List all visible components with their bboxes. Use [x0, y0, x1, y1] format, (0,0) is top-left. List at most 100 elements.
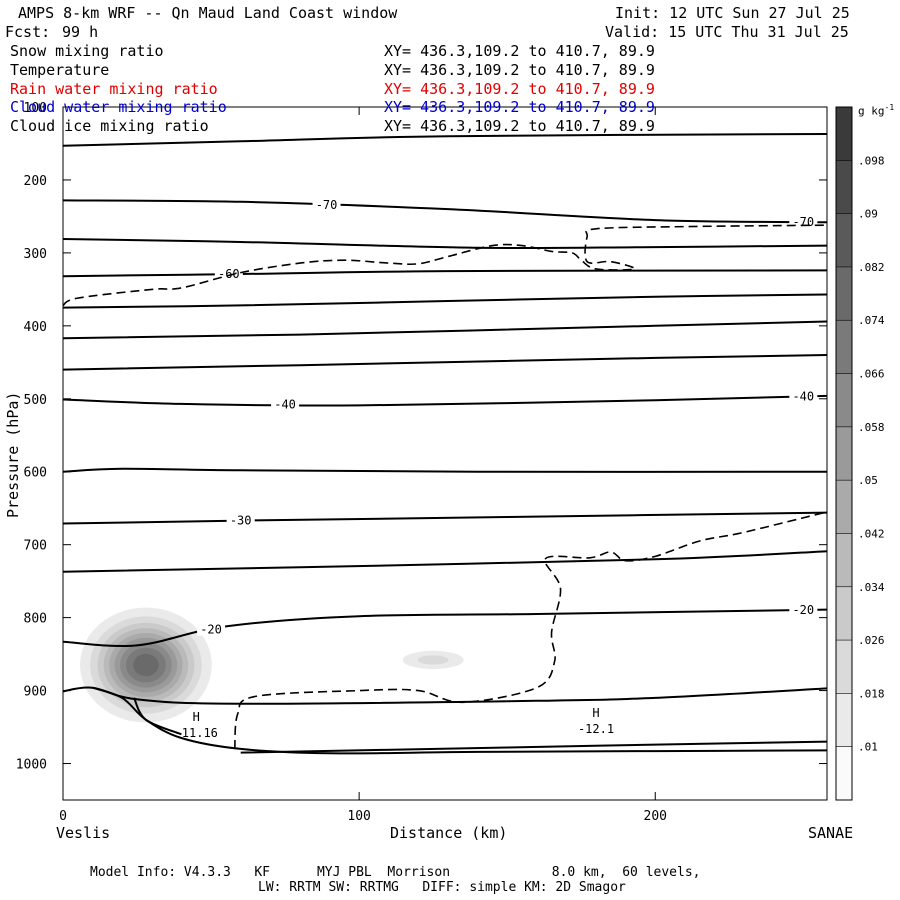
- chart-title: AMPS 8-km WRF -- Qn Maud Land Coast wind…: [18, 4, 398, 22]
- cloud-ice-contour: [63, 224, 827, 307]
- temperature-contour-label: -30: [230, 514, 252, 528]
- colorbar-tick-label: .034: [858, 581, 885, 594]
- contour-label-bg: [789, 213, 818, 228]
- colorbar-segment: [836, 266, 852, 321]
- temperature-contour-label: -20: [792, 603, 814, 617]
- temperature-contour-label: -40: [274, 398, 296, 412]
- contour-label-bg: [226, 512, 255, 527]
- contour-label-bg: [789, 601, 818, 616]
- model-info-line-1: Model Info: V4.3.3 KF MYJ PBL Morrison 8…: [90, 865, 701, 880]
- y-tick-label: 400: [24, 320, 47, 335]
- snow-shade-0: [133, 653, 159, 677]
- y-tick-label: 900: [24, 685, 47, 700]
- temperature-contour: [63, 550, 827, 573]
- y-axis-title: Pressure (hPa): [4, 391, 22, 518]
- contour-label-bg: [312, 196, 341, 211]
- temperature-contour: [63, 320, 827, 340]
- colorbar-segment: [836, 373, 852, 427]
- valid-time: Valid: 15 UTC Thu 31 Jul 25: [605, 23, 849, 41]
- snow-shade-1: [417, 655, 449, 665]
- colorbar-tick-label: .018: [858, 687, 885, 700]
- y-tick-label: 300: [24, 247, 47, 262]
- temperature-contour-label: -20: [200, 623, 222, 637]
- colorbar-unit: g kg-1: [858, 103, 895, 118]
- temperature-contour: [63, 511, 827, 525]
- temperature-contour: [63, 293, 827, 309]
- temperature-contour: [240, 740, 827, 754]
- temperature-contour: [133, 697, 182, 736]
- contour-label-bg: [214, 266, 243, 281]
- temperature-contour: [63, 238, 827, 250]
- colorbar-segment: [836, 640, 852, 694]
- y-tick-label: 100: [24, 101, 47, 116]
- temperature-high-value: -11.16: [175, 726, 218, 740]
- forecast-hour: 99 h: [62, 23, 99, 41]
- field-xy-cloud-ice: XY= 436.3,109.2 to 410.7, 89.9: [384, 117, 655, 135]
- temperature-contour: [63, 467, 827, 473]
- colorbar-segment: [836, 160, 852, 214]
- y-tick-label: 200: [24, 174, 47, 189]
- temperature-contour: [63, 354, 827, 371]
- field-xy-snow: XY= 436.3,109.2 to 410.7, 89.9: [384, 42, 655, 60]
- colorbar-segment: [836, 426, 852, 481]
- field-name-cloud-water: Cloud water mixing ratio: [10, 98, 227, 116]
- colorbar-tick-label: .026: [858, 634, 885, 647]
- colorbar-tick-label: .05: [858, 474, 878, 487]
- field-name-temperature: Temperature: [10, 61, 110, 79]
- colorbar-tick-label: .098: [858, 154, 885, 167]
- temperature-contour: [92, 686, 827, 755]
- init-time: Init: 12 UTC Sun 27 Jul 25: [615, 4, 850, 22]
- contour-label-bg: [271, 396, 300, 411]
- x-tick-label: 200: [644, 809, 667, 824]
- temperature-contour-label: -70: [792, 215, 814, 229]
- temperature-contour: [63, 199, 827, 224]
- colorbar-segment: [836, 107, 852, 161]
- temperature-high-marker: H: [193, 710, 200, 724]
- contour-label-bg: [197, 621, 226, 636]
- colorbar-tick-label: .074: [858, 314, 885, 327]
- temperature-contour: [63, 394, 827, 407]
- temperature-high-value: -12.1: [578, 722, 614, 736]
- colorbar-segment: [836, 693, 852, 747]
- forecast-label: Fcst:: [5, 23, 51, 41]
- temperature-contour-label: -70: [316, 198, 338, 212]
- field-xy-rain: XY= 436.3,109.2 to 410.7, 89.9: [384, 80, 655, 98]
- colorbar-segment: [836, 320, 852, 374]
- temperature-high-marker: H: [592, 706, 599, 720]
- field-name-cloud-ice: Cloud ice mixing ratio: [10, 117, 209, 135]
- colorbar-segment: [836, 746, 852, 800]
- colorbar-segment: [836, 480, 852, 534]
- right-endpoint-label: SANAE: [808, 824, 854, 842]
- left-endpoint-label: Veslis: [56, 824, 111, 842]
- y-tick-label: 800: [24, 612, 47, 627]
- x-tick-label: 0: [59, 809, 67, 824]
- x-tick-label: 100: [347, 809, 370, 824]
- colorbar-segment: [836, 213, 852, 267]
- temperature-contour-label: -40: [792, 389, 814, 403]
- colorbar-tick-label: .058: [858, 421, 885, 434]
- temperature-contour: [63, 133, 827, 147]
- field-name-rain: Rain water mixing ratio: [10, 80, 218, 98]
- plot-area: [63, 133, 827, 755]
- temperature-contour-label: -60: [218, 267, 240, 281]
- field-xy-temperature: XY= 436.3,109.2 to 410.7, 89.9: [384, 61, 655, 79]
- cloud-ice-contour: [234, 511, 827, 749]
- field-name-snow: Snow mixing ratio: [10, 42, 164, 60]
- contour-label-bg: [789, 388, 818, 403]
- plot-frame: [62, 106, 828, 801]
- colorbar-tick-label: .066: [858, 368, 885, 381]
- temperature-contour: [63, 608, 827, 648]
- y-tick-label: 700: [24, 539, 47, 554]
- x-axis-title: Distance (km): [390, 824, 508, 842]
- colorbar-tick-label: .01: [858, 741, 878, 754]
- y-tick-label: 600: [24, 466, 47, 481]
- colorbar-segment: [836, 533, 852, 587]
- colorbar-frame: [835, 106, 853, 801]
- y-tick-label: 500: [24, 393, 47, 408]
- colorbar-tick-label: .042: [858, 527, 885, 540]
- y-tick-label: 1000: [16, 758, 47, 773]
- model-info-line-2: LW: RRTM SW: RRTMG DIFF: simple KM: 2D S…: [258, 880, 626, 895]
- colorbar-tick-label: .09: [858, 208, 878, 221]
- colorbar-segment: [836, 586, 852, 641]
